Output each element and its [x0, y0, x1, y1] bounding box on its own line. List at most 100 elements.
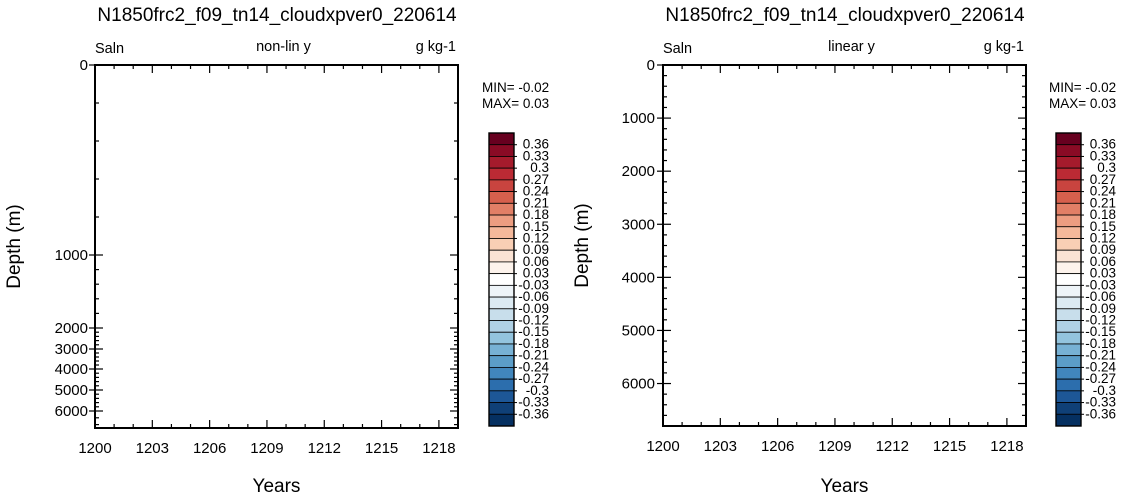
- colorbar-swatch: [1055, 390, 1082, 403]
- y-tick-label: 6000: [55, 403, 88, 420]
- colorbar-label: 0.24: [523, 184, 550, 199]
- colorbar-label: -0.33: [518, 395, 549, 410]
- colorbar-label: -0.09: [518, 301, 549, 316]
- colorbar-label: 0.36: [1090, 137, 1116, 152]
- colorbar-label: -0.12: [518, 313, 549, 328]
- colorbar-swatch: [488, 284, 515, 298]
- colorbar-swatch: [488, 249, 515, 263]
- colorbar-swatch: [1055, 249, 1082, 263]
- colorbar-swatch: [488, 226, 515, 239]
- y-scale-label: linear y: [828, 39, 875, 55]
- colorbar-swatch: [1055, 296, 1082, 310]
- colorbar-label: -0.3: [1093, 383, 1116, 398]
- y-tick-label: 3000: [55, 341, 88, 358]
- colorbar-swatch: [1055, 366, 1082, 380]
- colorbar-label: -0.33: [1085, 395, 1116, 410]
- colorbar-swatch: [488, 390, 515, 403]
- colorbar-swatch: [488, 355, 515, 368]
- colorbar-label: -0.18: [1085, 336, 1116, 351]
- colorbar-swatch: [1055, 413, 1082, 427]
- colorbar-swatch: [1055, 308, 1082, 321]
- colorbar-swatch: [488, 261, 515, 275]
- x-tick-label: 1215: [933, 438, 966, 455]
- y-tick-label: 2000: [622, 163, 655, 180]
- max-value: MAX= 0.03: [482, 96, 549, 111]
- chart-title: N1850frc2_f09_tn14_cloudxpver0_220614: [97, 5, 457, 26]
- colorbar-swatch: [488, 238, 515, 251]
- colorbar-swatch: [1055, 144, 1082, 157]
- colorbar-label: 0.15: [523, 219, 549, 234]
- colorbar-swatch: [488, 378, 515, 392]
- colorbar-swatch: [1055, 343, 1082, 357]
- colorbar-label: 0.33: [1090, 148, 1116, 163]
- y-tick-label: 5000: [622, 322, 655, 339]
- x-tick-label: 1212: [876, 438, 909, 455]
- colorbar-label: -0.36: [1085, 406, 1116, 421]
- x-tick-label: 1200: [646, 438, 679, 455]
- colorbar-label: 0.27: [523, 172, 549, 187]
- colorbar-label: 0.24: [1090, 184, 1117, 199]
- colorbar-swatch: [1055, 156, 1082, 169]
- x-tick-label: 1212: [308, 440, 341, 457]
- colorbar-label: -0.24: [1085, 359, 1116, 374]
- colorbar-label: 0.3: [530, 160, 549, 175]
- colorbar-swatch: [488, 156, 515, 169]
- colorbar-label: 0.18: [1090, 207, 1116, 222]
- units-label: g kg-1: [416, 39, 456, 55]
- max-value: MAX= 0.03: [1049, 96, 1116, 111]
- colorbar-label: 0.21: [1090, 195, 1116, 210]
- min-value: MIN= -0.02: [482, 80, 549, 95]
- x-tick-label: 1203: [704, 438, 737, 455]
- units-label: g kg-1: [984, 39, 1024, 55]
- y-axis-title: Depth (m): [4, 204, 25, 288]
- colorbar-label: -0.06: [518, 289, 549, 304]
- colorbar-label: 0.09: [1090, 242, 1116, 257]
- colorbar-swatch: [488, 191, 515, 204]
- colorbar-label: -0.03: [1085, 277, 1116, 292]
- x-tick-label: 1218: [422, 440, 455, 457]
- colorbar-label: -0.18: [518, 336, 549, 351]
- colorbar-frame: [488, 132, 515, 427]
- colorbar-label: -0.09: [1085, 301, 1116, 316]
- colorbar-swatch: [1055, 179, 1082, 193]
- colorbar-frame: [1055, 132, 1082, 427]
- x-tick-label: 1209: [818, 438, 851, 455]
- colorbar-swatch: [488, 167, 515, 181]
- colorbar-label: -0.15: [518, 324, 549, 339]
- y-tick-label: 1000: [622, 110, 655, 127]
- colorbar-swatch: [1055, 214, 1082, 228]
- colorbar-swatch: [488, 402, 515, 415]
- colorbar-swatch: [1055, 320, 1082, 333]
- variable-label: Saln: [95, 41, 124, 57]
- colorbar-swatch: [488, 366, 515, 380]
- colorbar-swatch: [1055, 202, 1082, 216]
- chart-title: N1850frc2_f09_tn14_cloudxpver0_220614: [665, 5, 1025, 26]
- colorbar-swatch: [1055, 167, 1082, 181]
- y-tick-label: 4000: [622, 269, 655, 286]
- colorbar-swatch: [1055, 402, 1082, 415]
- x-tick-label: 1200: [78, 440, 111, 457]
- variable-label: Saln: [663, 41, 692, 57]
- colorbar-label: -0.24: [518, 359, 549, 374]
- colorbar-label: -0.27: [518, 371, 549, 386]
- y-tick-label: 0: [80, 57, 88, 74]
- x-tick-label: 1206: [761, 438, 794, 455]
- x-tick-label: 1206: [193, 440, 226, 457]
- x-tick-label: 1209: [250, 440, 283, 457]
- colorbar-swatch: [488, 202, 515, 216]
- y-tick-label: 5000: [55, 382, 88, 399]
- colorbar-swatch: [488, 296, 515, 310]
- colorbar-label: 0.21: [523, 195, 549, 210]
- colorbar-swatch: [1055, 238, 1082, 251]
- colorbar-swatch: [1055, 226, 1082, 239]
- colorbar-swatch: [488, 343, 515, 357]
- colorbar-label: 0.18: [523, 207, 549, 222]
- colorbar-swatch: [1055, 331, 1082, 345]
- colorbar-swatch: [1055, 378, 1082, 392]
- colorbar-swatch: [1055, 191, 1082, 204]
- panel-left: N1850frc2_f09_tn14_cloudxpver0_220614 Sal…: [4, 5, 549, 497]
- colorbar-swatch: [488, 214, 515, 228]
- x-tick-label: 1218: [990, 438, 1023, 455]
- colorbar-label: -0.06: [1085, 289, 1116, 304]
- colorbar-label: 0.12: [1090, 230, 1116, 245]
